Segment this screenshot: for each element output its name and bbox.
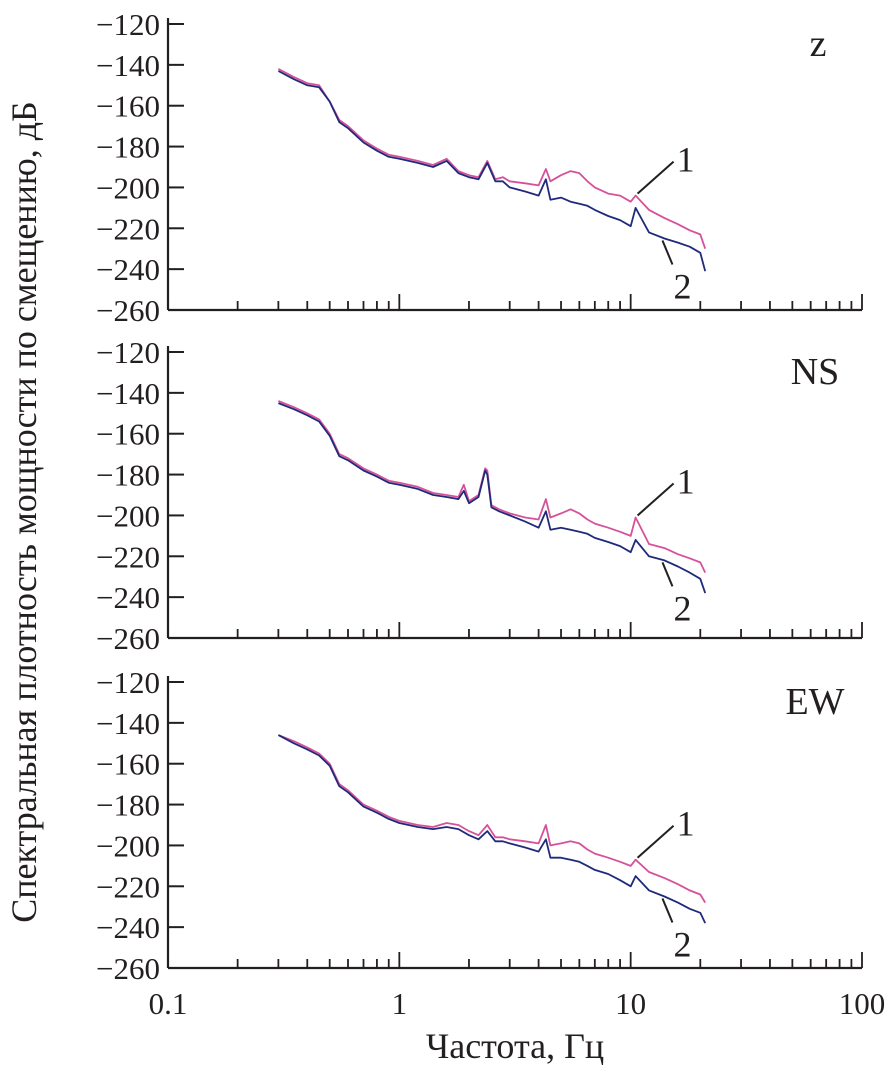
x-axis-label: Частота, Гц <box>426 1026 604 1066</box>
curve-1-label: 1 <box>677 461 695 501</box>
curve-1-label: 1 <box>677 804 695 844</box>
y-tick-label: −160 <box>96 747 160 782</box>
y-tick-label: −200 <box>96 828 160 863</box>
y-tick-label: −140 <box>96 706 160 741</box>
panel-ew: −120 −140 −160 −180 −200 −220 −240 −260 EW 1 2 <box>96 665 863 986</box>
y-tick-label: −260 <box>96 293 160 328</box>
x-tick-label: 10 <box>615 986 646 1021</box>
curve-1-label: 1 <box>677 140 695 180</box>
series-1-line <box>278 400 707 573</box>
y-tick-label: −200 <box>96 498 160 533</box>
y-tick-label: −120 <box>96 7 160 42</box>
y-tick-label: −260 <box>96 621 160 656</box>
series-1-line <box>278 734 706 904</box>
y-tick-label: −160 <box>96 417 160 452</box>
curve-2-label: 2 <box>673 267 691 307</box>
curve-2-label: 2 <box>673 588 691 628</box>
curve-2-label: 2 <box>673 925 691 965</box>
x-tick-label: 0.1 <box>149 986 188 1021</box>
y-tick-label: −160 <box>96 89 160 124</box>
x-tick-label: 1 <box>392 986 408 1021</box>
y-tick-label: −240 <box>96 252 160 287</box>
panel-label-ew: EW <box>785 681 844 723</box>
y-tick-label: −240 <box>96 580 160 615</box>
y-tick-label: −120 <box>96 335 160 370</box>
y-tick-label: −120 <box>96 665 160 700</box>
curve-1-leader <box>636 160 675 195</box>
y-tick-label: −260 <box>96 951 160 986</box>
curve-2-leader <box>661 898 674 923</box>
panel-label-ns: NS <box>791 351 840 393</box>
series-2-line <box>277 70 707 272</box>
x-tick-label: 100 <box>839 986 886 1021</box>
panel-ns: −120 −140 −160 −180 −200 −220 −240 −260 NS 1 2 <box>96 335 863 656</box>
y-tick-label: −180 <box>96 788 160 823</box>
y-tick-label: −240 <box>96 910 160 945</box>
y-tick-label: −180 <box>96 130 160 165</box>
y-tick-label: −220 <box>96 211 160 246</box>
y-tick-label: −220 <box>96 869 160 904</box>
series-2-line <box>277 734 707 924</box>
y-tick-label: −200 <box>96 170 160 205</box>
curve-2-leader <box>661 240 674 265</box>
y-tick-label: −140 <box>96 48 160 83</box>
panel-label-z: z <box>810 23 827 65</box>
curve-1-leader <box>636 824 675 859</box>
panel-z: −120 −140 −160 −180 −200 −220 −240 −260 z 1 2 <box>96 7 863 328</box>
curve-2-leader <box>661 561 674 587</box>
y-axis-label: Спектральная плотность мощности по смеще… <box>4 101 44 922</box>
y-tick-label: −220 <box>96 539 160 574</box>
series-1-line <box>277 68 707 249</box>
y-tick-label: −180 <box>96 458 160 493</box>
panels-group: −120−140−160−180−200−220−240−260z12−120−… <box>96 7 885 1021</box>
series-2-line <box>278 402 707 594</box>
curve-1-leader <box>636 482 675 517</box>
y-tick-label: −140 <box>96 376 160 411</box>
